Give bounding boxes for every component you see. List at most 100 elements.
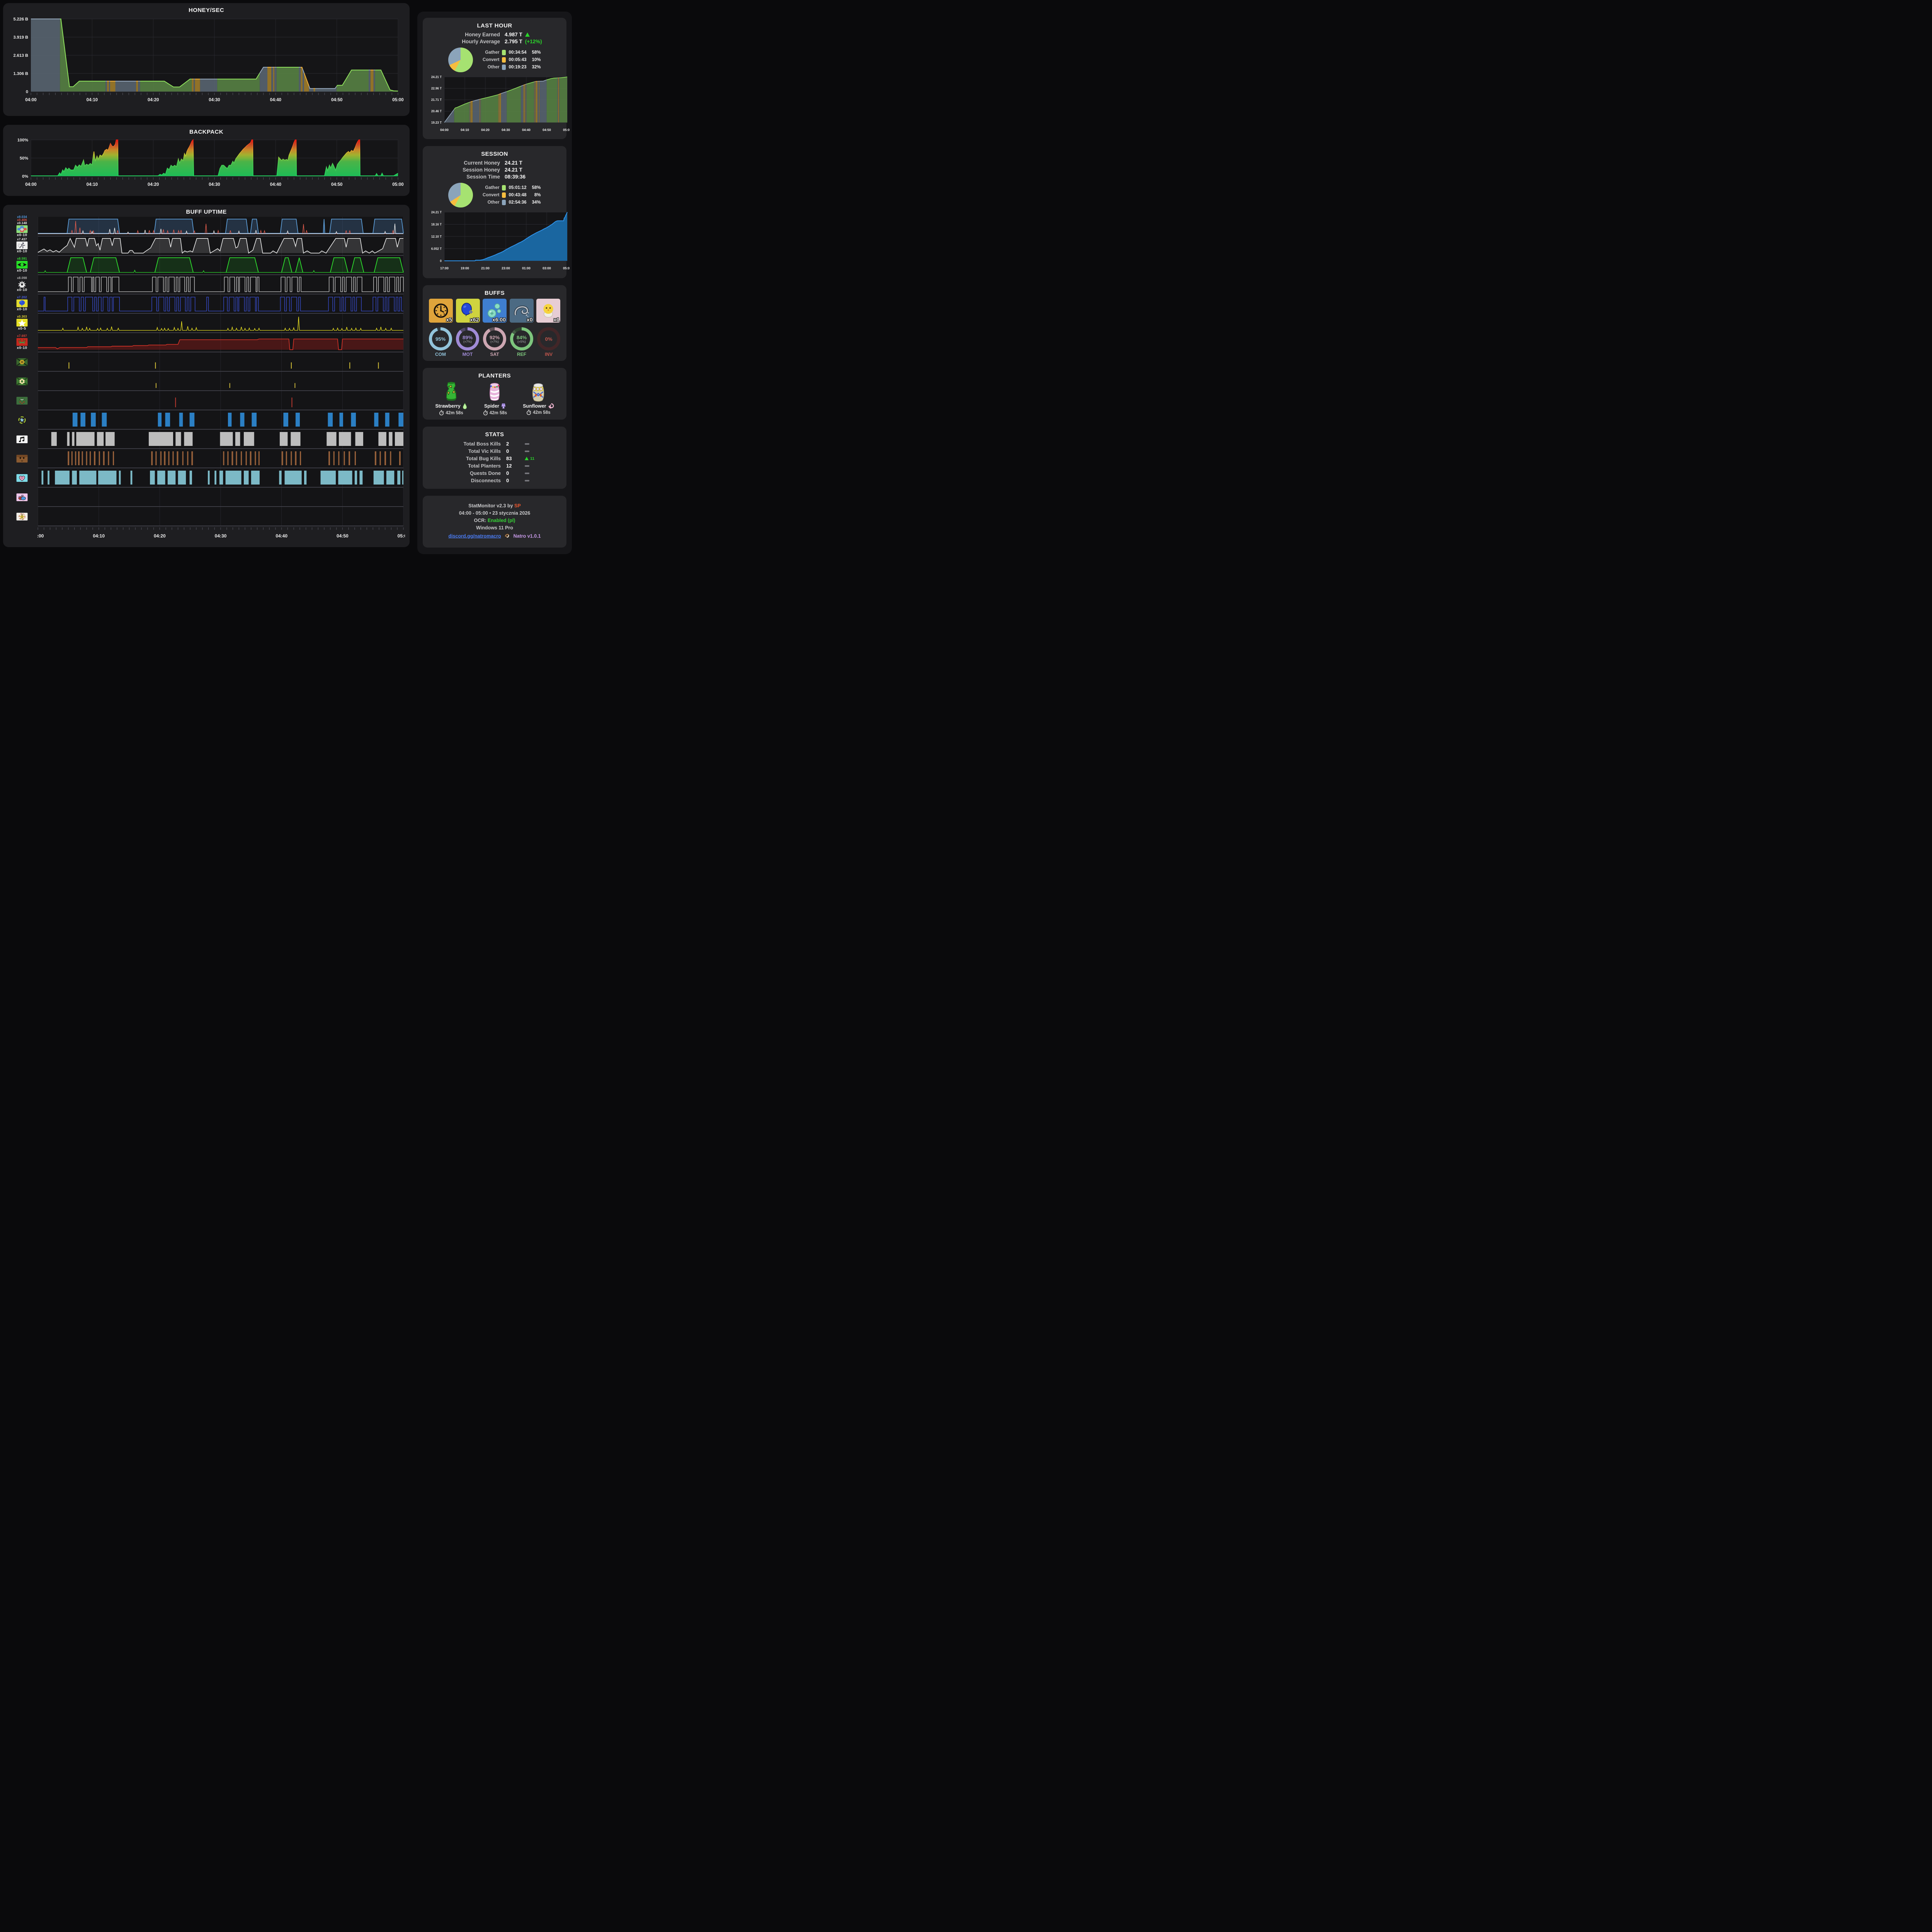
buff-range-label: x0-10 <box>17 269 27 273</box>
svg-text:04:10: 04:10 <box>87 98 98 102</box>
hex-flag-icon <box>16 358 28 366</box>
trend-flat-icon <box>525 480 529 481</box>
hourly-average-delta: (+12%) <box>525 39 542 44</box>
svg-text:04:50: 04:50 <box>337 533 349 539</box>
swirl-icon <box>548 403 554 409</box>
gauge-ring: 95% <box>429 327 452 350</box>
gauge-label: REF <box>517 352 526 357</box>
legend-color-chip <box>502 200 506 205</box>
gauge-ring: 92% (+7%) <box>483 327 506 350</box>
legend-pct: 58% <box>532 185 541 190</box>
svg-text:04:20: 04:20 <box>154 533 166 539</box>
backpack-panel: BACKPACK 100% 50% 0% 04:00 04:10 04:20 04:30 04… <box>3 125 410 196</box>
gauge-label: COM <box>435 352 446 357</box>
last-hour-panel: LAST HOUR Honey Earned 4.987 T Hourly Av… <box>423 18 571 139</box>
legend-row-gather: Gather 00:34:54 58% <box>479 50 541 55</box>
buff-range-label: x0-10 <box>17 233 27 238</box>
discord-link[interactable]: discord.gg/natromacro <box>448 533 501 539</box>
last-hour-pie-block: Gather 00:34:54 58% Convert 00:05:43 10% Other… <box>427 48 562 72</box>
svg-text:04:30: 04:30 <box>215 533 227 539</box>
planter-timer: 42m 58s <box>446 410 463 415</box>
svg-text:04:10: 04:10 <box>93 533 105 539</box>
trend-flat-icon <box>525 450 529 452</box>
legend-pct: 58% <box>532 50 541 55</box>
svg-text:04:50: 04:50 <box>331 98 342 102</box>
svg-text:04:40: 04:40 <box>270 182 281 187</box>
gauge-bonus: (+7%) <box>490 340 499 344</box>
svg-text:100%: 100% <box>17 138 28 143</box>
session-row-value: 24.21 T <box>505 167 522 173</box>
last-hour-legend: Gather 00:34:54 58% Convert 00:05:43 10% Other… <box>479 50 541 70</box>
buff-tiles: x5 x62 x6.00 x0 x1 <box>427 298 562 323</box>
honey-per-sec-chart: 5.226 B 3.919 B 2.613 B 1.306 B 0 04:00 04:10 0… <box>7 15 406 114</box>
trend-flat-icon <box>525 472 529 474</box>
lamp-icon <box>501 403 506 409</box>
buff-gauges: 95% COM 89% (+7%) MOT 92% (+7%) SAT 84% (+5%) REF 0… <box>427 323 562 357</box>
legend-time: 00:34:54 <box>509 50 527 55</box>
music-icon <box>16 435 28 443</box>
legend-label: Convert <box>483 58 500 62</box>
trend-flat-icon <box>525 465 529 467</box>
session-row: Current Honey 24.21 T <box>427 160 562 166</box>
backpack-title: BACKPACK <box>189 129 223 135</box>
gauge-pct: 84% <box>516 334 527 340</box>
honey-per-sec-panel: HONEY/SEC 5.226 B 3.919 B 2.613 B 1.306 B 0 0… <box>3 3 410 116</box>
legend-color-chip <box>502 50 506 55</box>
footer-panel: StatMonitor v2.3 by SP 04:00 - 05:00 • 2… <box>423 496 566 548</box>
session-row-label: Current Honey <box>464 160 500 166</box>
svg-text:04:30: 04:30 <box>502 128 510 132</box>
legend-label: Other <box>487 200 500 205</box>
buff-row-legend-balloon: x7.202 x0-10 <box>7 294 37 313</box>
legend-row-gather: Gather 05:01:12 58% <box>479 185 541 190</box>
last-hour-chart: 24.21 T 22.96 T 21.71 T 20.46 T 19.23 T 04:00… <box>427 75 571 135</box>
buff-count: x6.00 <box>492 316 506 323</box>
planter-name: Spider <box>484 403 499 409</box>
eye-icon <box>16 260 28 269</box>
planter-timer: 42m 58s <box>489 410 507 415</box>
legend-label: Other <box>487 65 500 70</box>
stat-value: 83 <box>506 456 512 461</box>
footer-date-line: 04:00 - 05:00 • 23 stycznia 2026 <box>459 510 531 516</box>
svg-text:04:10: 04:10 <box>87 182 98 187</box>
svg-text:21.71 T: 21.71 T <box>431 98 442 102</box>
svg-text:5.226 B: 5.226 B <box>13 17 28 22</box>
buff-multiplier: x0.148 <box>17 221 27 225</box>
svg-text:23:00: 23:00 <box>502 266 510 270</box>
gauge-sat: 92% (+7%) SAT <box>482 327 507 357</box>
buff-range-label: x0-10 <box>17 307 27 312</box>
buff-uptime-title: BUFF UPTIME <box>186 209 227 215</box>
honey-per-sec-title: HONEY/SEC <box>189 7 224 14</box>
svg-text:03:00: 03:00 <box>543 266 551 270</box>
buff-range-label: x0-10 <box>17 288 27 293</box>
buff-multiplier: x7.437 <box>17 238 27 242</box>
svg-text:04:40: 04:40 <box>270 98 281 102</box>
legend-row-other: Other 02:54:36 34% <box>479 200 541 205</box>
legend-time: 02:54:36 <box>509 200 527 205</box>
legend-time: 00:43:48 <box>509 193 527 197</box>
stat-value: 12 <box>506 463 512 469</box>
svg-text:3.919 B: 3.919 B <box>13 35 28 40</box>
last-hour-pie-chart <box>448 48 473 72</box>
planter-spider: Spider 42m 58s <box>483 381 507 416</box>
footer-ocr-value: Enabled (pl) <box>487 518 515 523</box>
stat-row: Quests Done 0 <box>427 470 562 476</box>
gauge-ring: 84% (+5%) <box>510 327 533 350</box>
session-row-label: Session Honey <box>463 167 500 173</box>
star-badge-icon <box>18 415 26 424</box>
svg-text:01:00: 01:00 <box>522 266 531 270</box>
legend-time: 00:05:43 <box>509 58 527 62</box>
honey-earned-row: Honey Earned 4.987 T <box>427 32 562 37</box>
svg-text:04:30: 04:30 <box>209 98 220 102</box>
buff-range-label: x0-10 <box>17 249 27 254</box>
buff-uptime-chart: 04:00 04:10 04:20 04:30 04:40 04:50 05:00 <box>32 217 410 545</box>
svg-text:18.16 T: 18.16 T <box>431 223 442 226</box>
gauge-pct: 89% <box>462 334 473 340</box>
honey-earned-label: Honey Earned <box>465 32 500 37</box>
planters-title: PLANTERS <box>478 372 511 379</box>
buff-row-legend-hearts-candy <box>7 487 37 507</box>
buff-tile-wave: x0 <box>509 299 534 323</box>
buff-multiplier: x7.202 <box>17 296 27 299</box>
trend-up-icon <box>525 457 529 460</box>
